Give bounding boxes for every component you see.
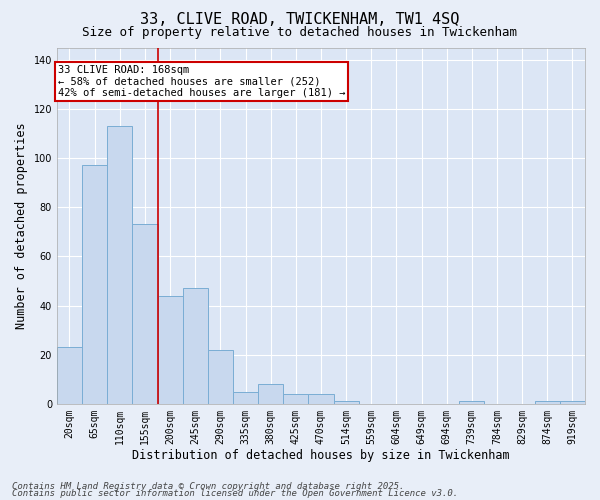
Bar xyxy=(459,402,484,404)
Bar xyxy=(133,224,158,404)
Text: Contains HM Land Registry data © Crown copyright and database right 2025.: Contains HM Land Registry data © Crown c… xyxy=(12,482,404,491)
Bar xyxy=(258,384,283,404)
Text: 33, CLIVE ROAD, TWICKENHAM, TW1 4SQ: 33, CLIVE ROAD, TWICKENHAM, TW1 4SQ xyxy=(140,12,460,28)
Text: Contains public sector information licensed under the Open Government Licence v3: Contains public sector information licen… xyxy=(12,490,458,498)
Bar xyxy=(560,402,585,404)
Bar xyxy=(158,296,182,404)
Bar xyxy=(535,402,560,404)
X-axis label: Distribution of detached houses by size in Twickenham: Distribution of detached houses by size … xyxy=(132,450,510,462)
Bar xyxy=(82,166,107,404)
Text: Size of property relative to detached houses in Twickenham: Size of property relative to detached ho… xyxy=(83,26,517,39)
Bar xyxy=(182,288,208,404)
Text: 33 CLIVE ROAD: 168sqm
← 58% of detached houses are smaller (252)
42% of semi-det: 33 CLIVE ROAD: 168sqm ← 58% of detached … xyxy=(58,64,345,98)
Bar xyxy=(57,348,82,404)
Bar xyxy=(308,394,334,404)
Bar xyxy=(233,392,258,404)
Bar xyxy=(208,350,233,404)
Bar xyxy=(107,126,133,404)
Y-axis label: Number of detached properties: Number of detached properties xyxy=(15,122,28,329)
Bar xyxy=(334,402,359,404)
Bar xyxy=(283,394,308,404)
